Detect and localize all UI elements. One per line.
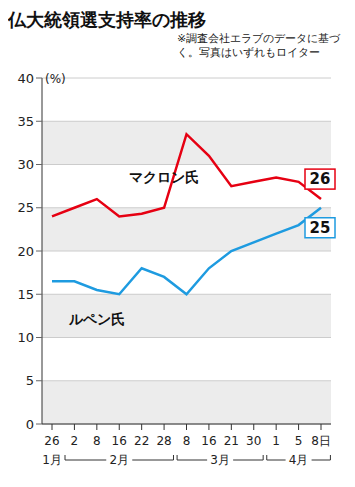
svg-text:26: 26	[44, 434, 59, 448]
svg-text:2月: 2月	[109, 453, 129, 467]
svg-text:30: 30	[17, 157, 34, 172]
svg-text:8: 8	[183, 434, 191, 448]
svg-text:30: 30	[246, 434, 261, 448]
svg-text:0: 0	[26, 417, 34, 432]
svg-text:ルペン氏: ルペン氏	[68, 311, 125, 327]
svg-text:20: 20	[17, 244, 34, 259]
svg-text:8日: 8日	[311, 434, 331, 448]
svg-text:1月: 1月	[42, 453, 62, 467]
svg-text:25: 25	[17, 200, 34, 215]
svg-text:10: 10	[17, 330, 34, 345]
svg-text:22: 22	[134, 434, 149, 448]
svg-text:21: 21	[224, 434, 239, 448]
svg-text:2: 2	[71, 434, 79, 448]
svg-text:16: 16	[201, 434, 216, 448]
svg-text:16: 16	[112, 434, 127, 448]
svg-text:40: 40	[17, 71, 34, 86]
svg-text:35: 35	[17, 114, 34, 129]
svg-text:5: 5	[295, 434, 303, 448]
svg-text:1: 1	[272, 434, 280, 448]
svg-text:26: 26	[310, 170, 331, 188]
svg-text:(%): (%)	[45, 72, 66, 86]
svg-text:3月: 3月	[210, 453, 230, 467]
svg-text:25: 25	[310, 219, 331, 237]
svg-text:マクロン氏: マクロン氏	[129, 169, 199, 185]
svg-text:4月: 4月	[289, 453, 309, 467]
svg-text:15: 15	[17, 287, 34, 302]
svg-text:28: 28	[156, 434, 171, 448]
html-text:※調査会社エラブのデータに基づく。写真はいずれもロイター: ※調査会社エラブのデータに基づく。写真はいずれもロイター	[177, 32, 341, 59]
html-text:仏大統領選支持率の推移: 仏大統領選支持率の推移	[8, 9, 206, 30]
svg-text:5: 5	[26, 373, 34, 388]
svg-text:8: 8	[93, 434, 101, 448]
